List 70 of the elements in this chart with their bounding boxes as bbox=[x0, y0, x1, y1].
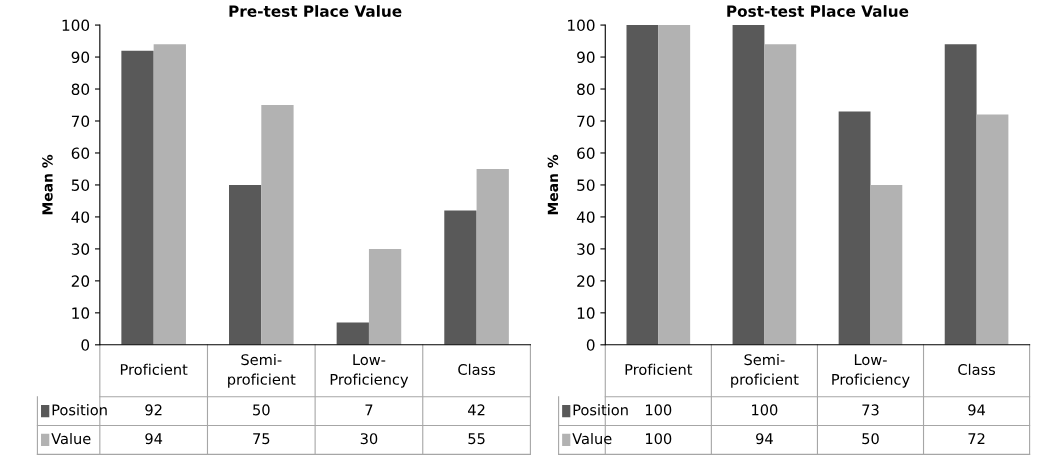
data-label: 100 bbox=[752, 404, 778, 416]
y-tick-label: 60 bbox=[71, 147, 90, 159]
y-tick-label: 20 bbox=[71, 275, 90, 287]
x-tick-label: Low- Proficiency bbox=[330, 354, 409, 388]
bar bbox=[944, 44, 977, 345]
data-label: 75 bbox=[253, 433, 270, 445]
x-tick-label: Low- Proficiency bbox=[832, 354, 910, 388]
x-tick-label: Proficient bbox=[120, 363, 188, 376]
y-tick-label: 50 bbox=[71, 179, 90, 191]
y-tick-label: 70 bbox=[577, 115, 595, 128]
x-tick-label: Semi- proficient bbox=[228, 353, 296, 388]
bar bbox=[732, 25, 765, 345]
chart-title: Pre-test Place Value bbox=[229, 5, 402, 17]
y-axis-title: Mean % bbox=[547, 154, 559, 215]
data-label: 94 bbox=[756, 433, 773, 445]
y-tick-label: 100 bbox=[62, 19, 90, 32]
legend-label: Value bbox=[51, 432, 91, 445]
y-tick-label: 40 bbox=[71, 211, 90, 223]
x-tick-label: Class bbox=[458, 363, 496, 376]
bar bbox=[368, 248, 402, 345]
bar bbox=[476, 168, 509, 345]
bar bbox=[444, 210, 477, 345]
data-label: 55 bbox=[468, 433, 485, 445]
data-label: 92 bbox=[145, 404, 162, 416]
bar bbox=[838, 111, 871, 345]
y-tick-label: 90 bbox=[577, 51, 595, 64]
data-label: 42 bbox=[468, 404, 485, 416]
y-tick-label: 20 bbox=[577, 275, 595, 287]
bar bbox=[121, 50, 154, 345]
data-label: 94 bbox=[968, 404, 986, 416]
y-tick-label: 0 bbox=[81, 339, 90, 351]
bar bbox=[764, 44, 797, 345]
x-tick-label: Semi- proficient bbox=[731, 353, 799, 388]
data-label: 100 bbox=[646, 433, 672, 445]
bar bbox=[658, 25, 691, 345]
x-tick-label: Class bbox=[958, 363, 996, 376]
bar bbox=[261, 105, 294, 345]
y-tick-label: 40 bbox=[576, 211, 595, 223]
y-tick-label: 0 bbox=[586, 339, 595, 351]
y-tick-label: 50 bbox=[577, 179, 595, 191]
y-axis-title: Mean % bbox=[42, 154, 53, 215]
bar bbox=[229, 184, 262, 345]
chart-title: Post-test Place Value bbox=[727, 5, 909, 17]
legend-label: Value bbox=[572, 432, 612, 445]
bar bbox=[153, 44, 186, 345]
x-tick-label: Proficient bbox=[625, 363, 693, 376]
data-label: 7 bbox=[365, 404, 373, 416]
bar bbox=[336, 322, 369, 345]
bar bbox=[976, 114, 1009, 345]
y-tick-label: 30 bbox=[577, 243, 595, 255]
y-tick-label: 70 bbox=[71, 115, 90, 128]
y-tick-label: 10 bbox=[577, 307, 595, 319]
legend-label: Position bbox=[573, 404, 628, 416]
legend-label: Position bbox=[52, 404, 107, 416]
data-label: 30 bbox=[360, 433, 378, 445]
y-tick-label: 30 bbox=[71, 243, 90, 255]
data-label: 94 bbox=[145, 433, 163, 445]
y-tick-label: 10 bbox=[72, 307, 90, 319]
data-label: 100 bbox=[646, 404, 672, 416]
data-label: 73 bbox=[862, 404, 879, 416]
y-tick-label: 90 bbox=[71, 51, 90, 64]
y-tick-label: 80 bbox=[577, 83, 595, 96]
data-label: 50 bbox=[253, 404, 270, 416]
y-tick-label: 100 bbox=[568, 19, 595, 32]
bar bbox=[626, 25, 659, 345]
y-tick-label: 60 bbox=[577, 147, 595, 159]
bar bbox=[870, 184, 903, 345]
data-label: 72 bbox=[968, 433, 985, 444]
data-label: 50 bbox=[862, 433, 879, 445]
y-tick-label: 80 bbox=[71, 83, 90, 96]
